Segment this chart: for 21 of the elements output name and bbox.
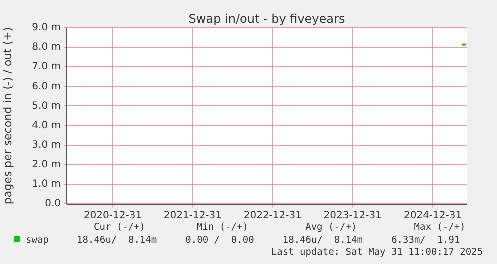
y-tick-label: 2.0 m (32, 159, 61, 170)
x-tick-label: 2023-12-31 (324, 210, 382, 222)
x-tick-label: 2021-12-31 (164, 210, 222, 222)
y-tick-label: 8.0 m (32, 42, 61, 54)
x-tick-label: 2024-12-31 (404, 210, 462, 222)
text: 18.46u/ 8.14m 0.00 / 0.00 18.46u/ 8.14m 6.33m/ 1.91 (77, 235, 460, 246)
y-tick-label: 4.0 m (32, 120, 61, 132)
y-tick-label: 5.0 m (32, 100, 61, 112)
y-tick-label: 7.0 m (32, 62, 61, 73)
text: Last update: Sat May 31 11:00:17 2025 (271, 247, 483, 258)
y-tick-label: 1.0 m (32, 179, 61, 190)
y-tick-label: 0.0 (45, 198, 61, 210)
legend-label: swap (26, 235, 50, 246)
text: Cur (-/+) Min (-/+) Avg (-/+) Max (-/+) (94, 222, 466, 233)
y-axis-title: pages per second in (-) / out (+) (1, 27, 14, 205)
y-tick-label: 9.0 m (32, 22, 61, 34)
y-tick-label: 6.0 m (32, 81, 61, 92)
y-tick-label: 3.0 m (32, 140, 61, 151)
x-tick-label: 2020-12-31 (84, 210, 142, 222)
x-tick-label: 2022-12-31 (244, 210, 302, 222)
chart-title: Swap in/out - by fiveyears (188, 12, 346, 26)
